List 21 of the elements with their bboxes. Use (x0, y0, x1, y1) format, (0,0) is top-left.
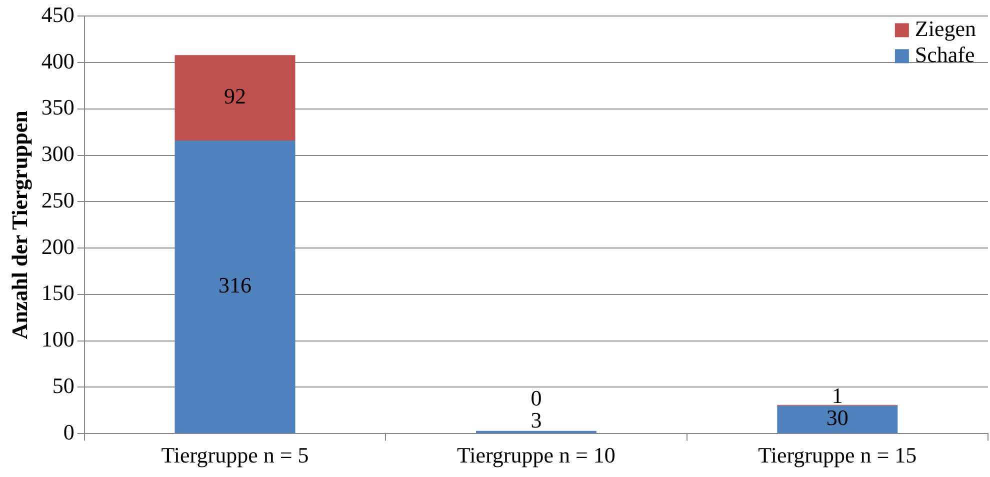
bar (777, 406, 898, 434)
y-tick-label: 0 (63, 419, 74, 444)
y-tick-label: 350 (41, 94, 74, 120)
y-tick-label: 200 (41, 234, 74, 259)
bar (174, 55, 296, 140)
y-tick-label: 300 (41, 141, 74, 166)
x-tick-label: Tiergruppe n = 10 (456, 442, 616, 468)
y-tick-label: 450 (41, 2, 74, 27)
y-axis-title: Anzahl der Tiergruppen (6, 110, 32, 340)
y-tick-label: 400 (41, 48, 74, 74)
x-tick-label: Tiergruppe n = 5 (161, 442, 309, 468)
y-tick-label: 50 (52, 373, 74, 398)
legend-label: Ziegen (914, 16, 976, 41)
data-label: 316 (218, 272, 252, 298)
data-label: 92 (224, 84, 246, 109)
y-tick-label: 150 (41, 280, 74, 306)
y-tick-label: 100 (41, 326, 74, 352)
legend-label: Schafe (914, 42, 975, 67)
bar (174, 140, 296, 434)
x-tick-label: Tiergruppe n = 15 (758, 442, 917, 468)
y-tick-label: 250 (41, 187, 74, 212)
